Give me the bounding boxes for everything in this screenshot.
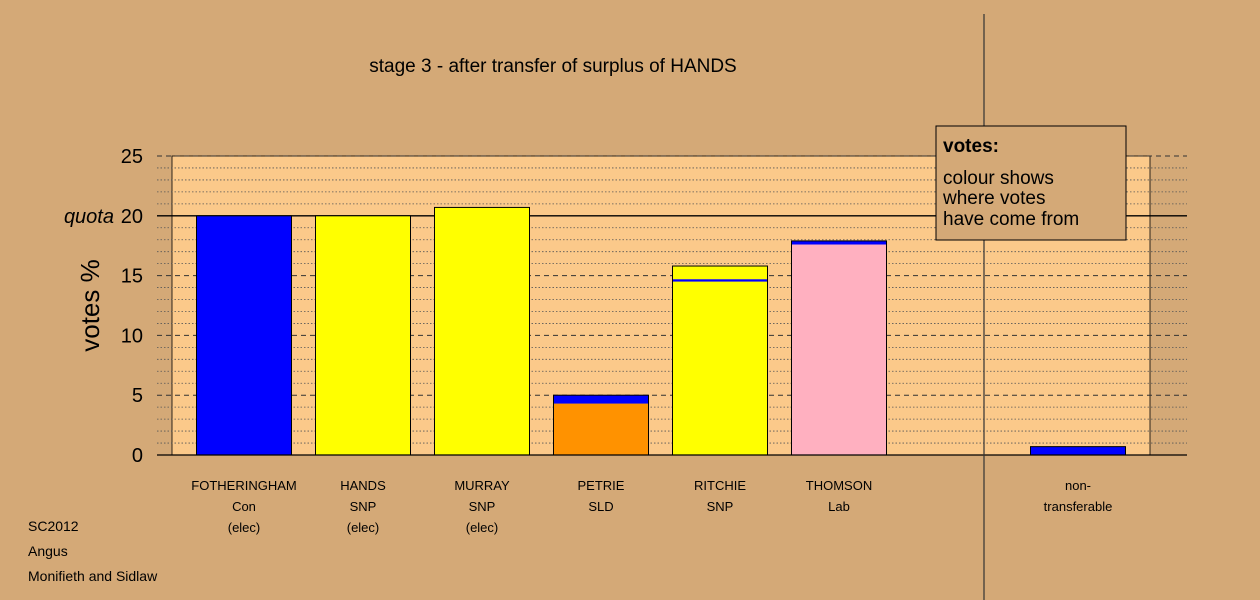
x-category-label: non-: [1065, 478, 1091, 493]
bar: [315, 215, 411, 456]
bar: [553, 394, 649, 456]
bar-segment: [672, 281, 768, 455]
x-category-label: (elec): [466, 520, 499, 535]
bar-segment: [791, 244, 887, 455]
bar-segment: [672, 266, 768, 280]
footer-line-ward: Monifieth and Sidlaw: [28, 568, 158, 584]
x-category-label: RITCHIE: [694, 478, 746, 493]
x-category-label: SNP: [350, 499, 377, 514]
x-category-label: (elec): [347, 520, 380, 535]
bar-segment: [315, 215, 411, 455]
y-tick-label: 10: [121, 325, 143, 347]
bar: [791, 240, 887, 456]
y-axis-label: votes %: [75, 259, 105, 352]
x-category-label: FOTHERINGHAM: [191, 478, 296, 493]
x-category-label: transferable: [1044, 499, 1113, 514]
legend: votes: colour shows where votes have com…: [935, 125, 1127, 241]
x-category-label: SLD: [588, 499, 613, 514]
x-category-label: PETRIE: [578, 478, 625, 493]
y-tick-label: 5: [132, 385, 143, 407]
y-tick-label: 25: [121, 146, 143, 168]
bar-segment: [553, 403, 649, 455]
x-category-label: (elec): [228, 520, 261, 535]
bar-segment: [1030, 446, 1126, 455]
bar: [434, 206, 530, 456]
legend-box: [935, 125, 1127, 241]
x-category-label: SNP: [707, 499, 734, 514]
footer: SC2012 Angus Monifieth and Sidlaw: [28, 514, 157, 589]
x-category-label: MURRAY: [454, 478, 510, 493]
bar: [1030, 446, 1126, 456]
chart-title: stage 3 - after transfer of surplus of H…: [369, 56, 737, 77]
legend-line-2: where votes: [942, 188, 1045, 209]
x-category-label: SNP: [469, 499, 496, 514]
y-tick-label: 15: [121, 266, 143, 288]
y-tick-label: 20: [121, 206, 143, 228]
bar-segment: [672, 279, 768, 282]
bar: [672, 265, 768, 456]
footer-line-council: Angus: [28, 543, 68, 559]
x-category-label: HANDS: [340, 478, 386, 493]
x-category-label: Con: [232, 499, 256, 514]
bar-segment: [196, 215, 292, 455]
bar-segment: [553, 395, 649, 404]
legend-title: votes:: [943, 136, 999, 157]
bar-segment: [434, 207, 530, 455]
x-category-label: THOMSON: [806, 478, 872, 493]
legend-line-3: have come from: [943, 209, 1079, 230]
bar: [196, 215, 292, 456]
bar-segment: [791, 240, 887, 245]
legend-line-1: colour shows: [943, 168, 1054, 189]
quota-label: quota: [64, 206, 114, 228]
y-tick-label: 0: [132, 445, 143, 467]
footer-line-election: SC2012: [28, 518, 79, 534]
x-category-label: Lab: [828, 499, 850, 514]
